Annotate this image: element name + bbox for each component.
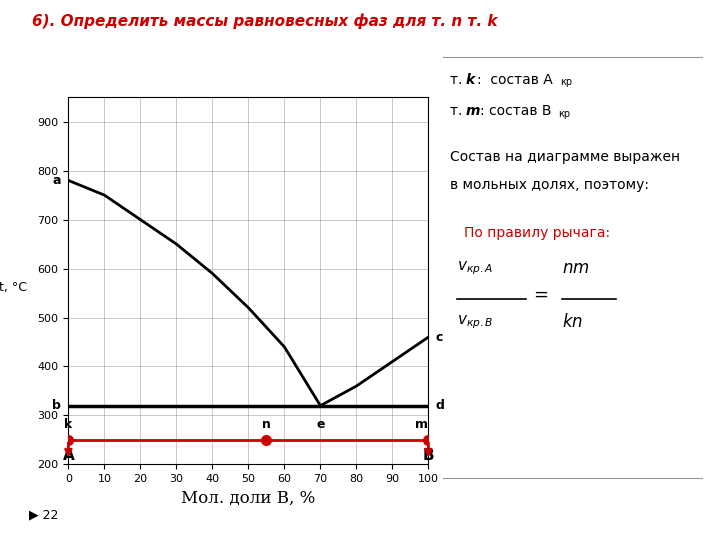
Text: m: m	[466, 104, 480, 118]
Text: ▶ 22: ▶ 22	[29, 508, 58, 521]
Text: k: k	[466, 73, 475, 87]
Text: m: m	[415, 418, 428, 431]
Text: Состав на диаграмме выражен: Состав на диаграмме выражен	[450, 150, 680, 164]
Text: т.: т.	[450, 73, 467, 87]
Y-axis label: t, °C: t, °C	[0, 281, 27, 294]
Text: в мольных долях, поэтому:: в мольных долях, поэтому:	[450, 178, 649, 192]
Text: кр: кр	[560, 77, 572, 87]
Text: n: n	[262, 418, 271, 431]
Text: e: e	[316, 418, 325, 431]
Text: B: B	[423, 448, 434, 463]
Text: =: =	[533, 286, 548, 304]
Text: $kn$: $kn$	[562, 313, 582, 331]
Text: : состав B: : состав B	[480, 104, 551, 118]
Text: A: A	[63, 448, 74, 463]
Text: d: d	[436, 399, 444, 412]
Text: $nm$: $nm$	[562, 260, 589, 277]
Text: k: k	[64, 418, 73, 431]
Text: $v_{кр.A}$: $v_{кр.A}$	[457, 259, 493, 277]
Text: b: b	[53, 399, 61, 412]
Text: a: a	[53, 174, 61, 187]
Text: $v_{кр.B}$: $v_{кр.B}$	[457, 313, 494, 331]
Text: :  состав A: : состав A	[477, 73, 553, 87]
X-axis label: Мол. доли В, %: Мол. доли В, %	[181, 490, 315, 507]
Text: т.: т.	[450, 104, 467, 118]
Text: кр: кр	[558, 109, 570, 119]
Text: 6). Определить массы равновесных фаз для т. n т. k: 6). Определить массы равновесных фаз для…	[32, 14, 498, 29]
Text: По правилу рычага:: По правилу рычага:	[464, 226, 611, 240]
Text: c: c	[436, 330, 443, 343]
